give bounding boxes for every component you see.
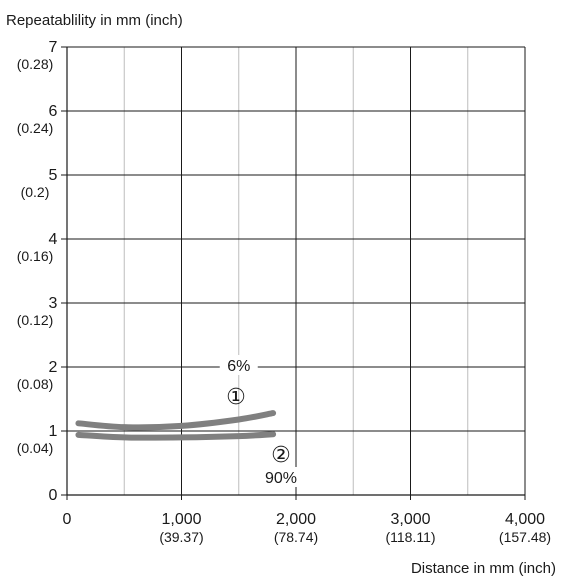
label-knockout	[219, 355, 258, 375]
series-line-1	[75, 410, 277, 431]
y-tick-label: 3	[49, 295, 58, 312]
y-tick-sublabel: (0.04)	[17, 440, 54, 456]
x-tick-label: 0	[63, 511, 72, 528]
y-tick-sublabel: (0.08)	[17, 376, 54, 392]
y-tick-sublabel: (0.24)	[17, 120, 54, 136]
y-tick-sublabel: (0.2)	[21, 184, 50, 200]
x-tick-label: 3,000	[390, 511, 430, 528]
y-tick-label: 4	[49, 231, 58, 248]
x-tick-label: 2,000	[276, 511, 316, 528]
x-tick-sublabel: (39.37)	[159, 529, 203, 545]
x-axis-title: Distance in mm (inch)	[411, 560, 556, 577]
y-axis-title: Repeatablility in mm (inch)	[6, 12, 183, 29]
x-tick-sublabel: (118.11)	[385, 529, 435, 545]
x-tick-sublabel: (157.48)	[499, 529, 551, 545]
y-tick-sublabel: (0.12)	[17, 312, 54, 328]
axis-ticks: 01(0.04)2(0.08)3(0.12)4(0.16)5(0.2)6(0.2…	[17, 39, 551, 545]
series-1-reflectance-label: 6%	[227, 358, 250, 375]
y-tick-sublabel: (0.16)	[17, 248, 54, 264]
y-tick-label: 0	[49, 487, 58, 504]
label-knockout	[260, 467, 302, 487]
x-tick-label: 1,000	[161, 511, 201, 528]
series-line-2	[75, 431, 277, 441]
series-1-marker: ①	[226, 384, 246, 409]
y-tick-label: 5	[49, 167, 58, 184]
y-tick-sublabel: (0.28)	[17, 56, 54, 72]
series-lines	[75, 410, 277, 441]
y-tick-label: 7	[49, 39, 58, 56]
annotations: 6% ① ② 90%	[219, 355, 302, 487]
x-tick-sublabel: (78.74)	[274, 529, 318, 545]
series-2-marker: ②	[271, 442, 291, 467]
y-tick-label: 1	[49, 423, 58, 440]
x-tick-label: 4,000	[505, 511, 545, 528]
y-tick-label: 6	[49, 103, 58, 120]
series-2-reflectance-label: 90%	[265, 470, 297, 487]
y-tick-label: 2	[49, 359, 58, 376]
